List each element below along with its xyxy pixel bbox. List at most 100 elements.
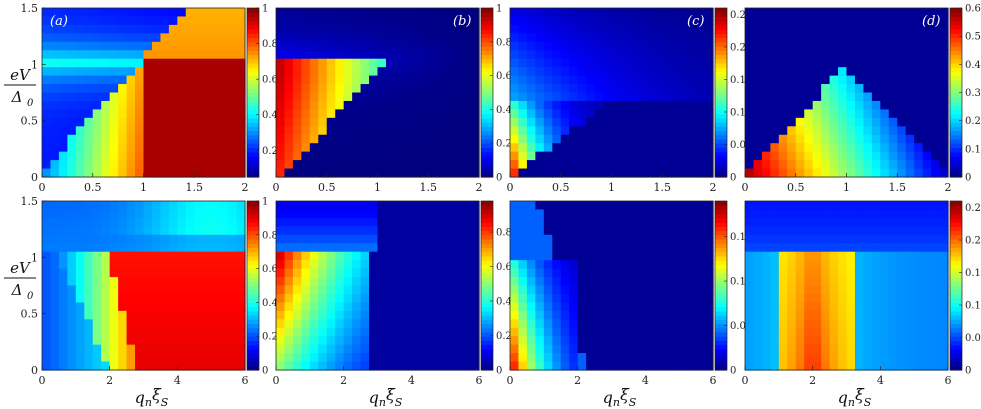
heatmap-cell <box>284 84 294 94</box>
heatmap-cell <box>118 353 128 363</box>
heatmap-cell <box>118 217 128 227</box>
heatmap-cell <box>611 336 621 346</box>
heatmap-cell <box>109 67 119 77</box>
heatmap-cell <box>168 327 178 337</box>
heatmap-cell <box>753 310 763 320</box>
heatmap-cell <box>628 143 638 153</box>
heatmap-cell <box>292 293 302 303</box>
heatmap-cell <box>318 209 328 219</box>
heatmap-cell <box>526 41 536 51</box>
heatmap-cell <box>462 109 472 119</box>
heatmap-cell <box>343 16 353 26</box>
heatmap-cell <box>185 50 195 60</box>
heatmap-cell <box>377 251 387 261</box>
heatmap-cell <box>526 75 536 85</box>
heatmap-cell <box>369 260 379 270</box>
heatmap-cell <box>84 92 94 102</box>
heatmap-cell <box>143 251 153 261</box>
heatmap-cell <box>745 327 755 337</box>
heatmap-cell <box>135 209 145 219</box>
colorbar-step <box>715 37 727 43</box>
heatmap-cell <box>603 41 613 51</box>
colorbar-step <box>481 126 493 132</box>
heatmap-cell <box>402 293 412 303</box>
heatmap-cell <box>177 117 187 127</box>
heatmap-cell <box>309 285 319 295</box>
colorbar-step <box>247 62 259 68</box>
heatmap-cell <box>402 126 412 136</box>
heatmap-cell <box>795 143 805 153</box>
x-tick-label: 0 <box>742 374 749 387</box>
heatmap-cell <box>185 117 195 127</box>
heatmap-cell <box>194 143 204 153</box>
heatmap-cell <box>594 92 604 102</box>
heatmap-cell <box>326 100 336 110</box>
heatmap-cell <box>185 143 195 153</box>
heatmap-cell <box>931 336 941 346</box>
heatmap-cell <box>804 293 814 303</box>
heatmap-cell <box>821 226 831 236</box>
heatmap-cell <box>922 134 932 144</box>
heatmap-cell <box>679 67 689 77</box>
heatmap-cell <box>543 277 553 287</box>
heatmap-cell <box>939 24 949 34</box>
heatmap-cell <box>118 41 128 51</box>
heatmap-cell <box>679 134 689 144</box>
heatmap-cell <box>687 168 697 178</box>
heatmap-cell <box>679 327 689 337</box>
heatmap-cell <box>687 302 697 312</box>
heatmap-cell <box>84 336 94 346</box>
colorbar-step <box>950 319 962 325</box>
heatmap-cell <box>696 361 706 371</box>
colorbar-step <box>481 71 493 77</box>
heatmap-cell <box>871 243 881 253</box>
heatmap-cell <box>276 234 286 244</box>
heatmap-cell <box>510 8 520 18</box>
heatmap-cell <box>228 277 238 287</box>
heatmap-cell <box>177 260 187 270</box>
heatmap-cell <box>419 277 429 287</box>
heatmap-cell <box>309 361 319 371</box>
heatmap-cell <box>586 310 596 320</box>
heatmap-cell <box>58 8 68 18</box>
heatmap-cell <box>880 327 890 337</box>
heatmap-cells <box>745 8 949 178</box>
heatmap-cell <box>335 353 345 363</box>
heatmap-cell <box>143 41 153 51</box>
colorbar-step <box>715 336 727 342</box>
heatmap-cell <box>696 8 706 18</box>
heatmap-cell <box>109 217 119 227</box>
heatmap-cell <box>871 268 881 278</box>
colorbar-step <box>481 205 493 211</box>
heatmap-cell <box>795 67 805 77</box>
heatmap-cell <box>662 160 672 170</box>
colorbar-step <box>247 160 259 165</box>
heatmap-cell <box>854 126 865 136</box>
heatmap-cell <box>645 160 655 170</box>
heatmap-cell <box>594 117 604 127</box>
heatmap-cell <box>795 151 805 161</box>
heatmap-cell <box>560 336 570 346</box>
heatmap-cell <box>228 302 238 312</box>
heatmap-cell <box>75 100 85 110</box>
heatmap-cell <box>863 293 873 303</box>
heatmap-cell <box>543 344 553 354</box>
colorbar-step <box>950 50 962 56</box>
heatmap-cell <box>804 143 814 153</box>
heatmap-cells <box>276 8 480 178</box>
heatmap-cell <box>518 209 528 219</box>
heatmap-cell <box>360 268 370 278</box>
heatmap-cell <box>292 344 302 354</box>
heatmap-cell <box>770 16 780 26</box>
heatmap-cell <box>770 361 780 371</box>
heatmap-cell <box>335 151 345 161</box>
heatmap-cell <box>84 24 94 34</box>
heatmap-cell <box>939 336 949 346</box>
heatmap-cell <box>914 33 924 43</box>
heatmap-cell <box>168 234 178 244</box>
heatmap-cell <box>109 8 119 18</box>
heatmap-cell <box>202 277 212 287</box>
heatmap-cell <box>560 209 570 219</box>
heatmap-cell <box>219 285 229 295</box>
heatmap-cell <box>812 92 822 102</box>
